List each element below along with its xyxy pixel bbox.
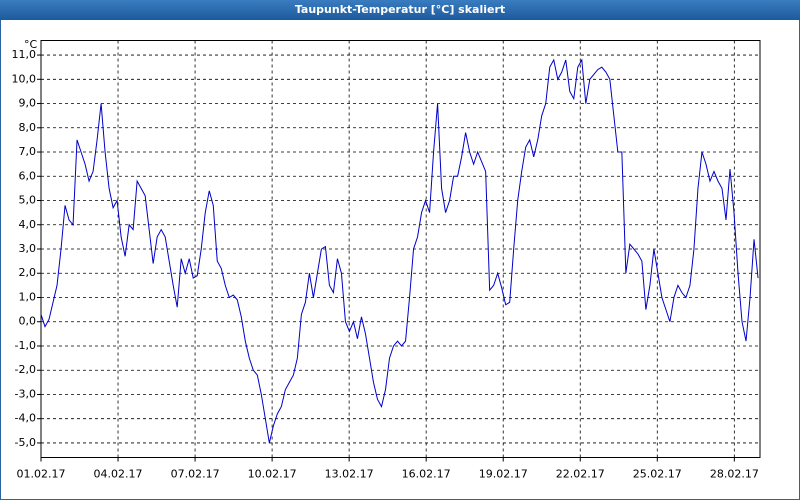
plot-area: 11,0 10,0 9,0 8,0 7,0 6,0 5,0 4,0 3,0 2,0 1,0 0,0 -1… xyxy=(12,40,761,481)
y-tick-label: -1,0 xyxy=(15,339,36,352)
chart-title: Taupunkt-Temperatur [°C] skaliert xyxy=(295,3,505,16)
y-tick-label: 7,0 xyxy=(19,145,37,158)
y-tick-label: 5,0 xyxy=(19,194,37,207)
y-tick-label: -5,0 xyxy=(15,436,36,449)
data-line xyxy=(40,58,759,444)
y-tick-label: 11,0 xyxy=(12,48,37,61)
y-tick-label: 8,0 xyxy=(19,121,37,134)
y-tick-label: -3,0 xyxy=(15,387,36,400)
x-tick-label: 25.02.17 xyxy=(633,468,682,481)
x-tick-label: 10.02.17 xyxy=(248,468,297,481)
x-tick-label: 04.02.17 xyxy=(94,468,143,481)
y-tick-label: -2,0 xyxy=(15,363,36,376)
x-tick-label: 22.02.17 xyxy=(556,468,605,481)
x-tick-label: 28.02.17 xyxy=(710,468,759,481)
plot-frame xyxy=(40,40,761,458)
x-tick-label: 01.02.17 xyxy=(17,468,66,481)
y-tick-label: 2,0 xyxy=(19,266,37,279)
y-unit: °C xyxy=(24,38,38,51)
y-tick-label: 1,0 xyxy=(19,290,37,303)
x-tick-label: 19.02.17 xyxy=(479,468,528,481)
y-tick-label: 6,0 xyxy=(19,169,37,182)
y-tick-label: 10,0 xyxy=(12,72,37,85)
title-bar xyxy=(0,0,800,20)
y-tick-label: 3,0 xyxy=(19,242,37,255)
x-tick-label: 07.02.17 xyxy=(171,468,220,481)
y-tick-label: 4,0 xyxy=(19,218,37,231)
y-tick-label: 9,0 xyxy=(19,97,37,110)
y-tick-label: -4,0 xyxy=(15,412,36,425)
y-tick-label: 0,0 xyxy=(19,315,37,328)
x-tick-label: 16.02.17 xyxy=(402,468,451,481)
x-tick-label: 13.02.17 xyxy=(325,468,374,481)
